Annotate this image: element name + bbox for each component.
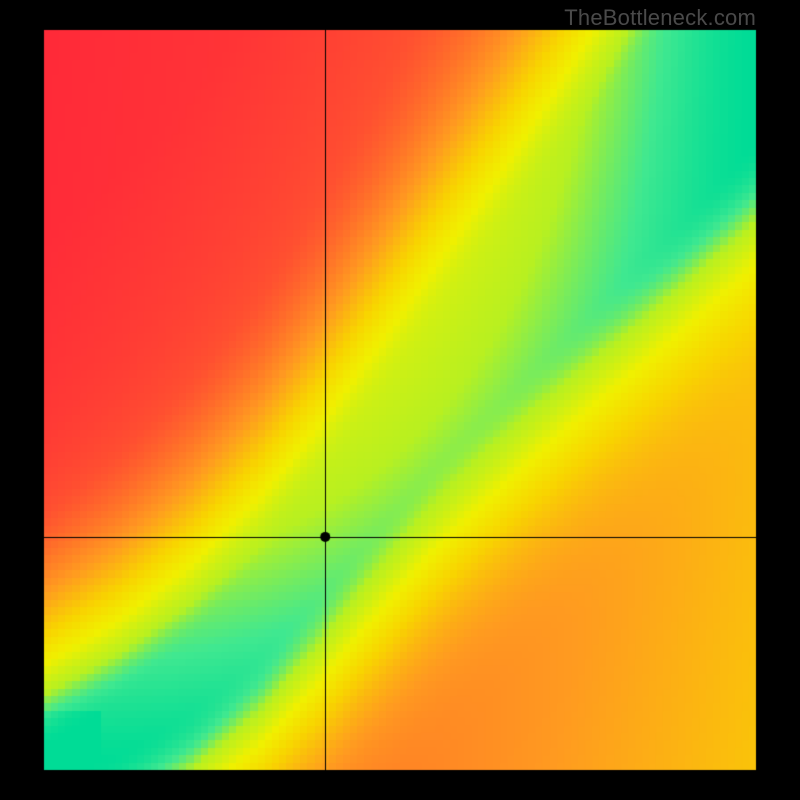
bottleneck-heatmap-canvas: [0, 0, 800, 800]
watermark-text: TheBottleneck.com: [564, 5, 756, 31]
stage: TheBottleneck.com: [0, 0, 800, 800]
